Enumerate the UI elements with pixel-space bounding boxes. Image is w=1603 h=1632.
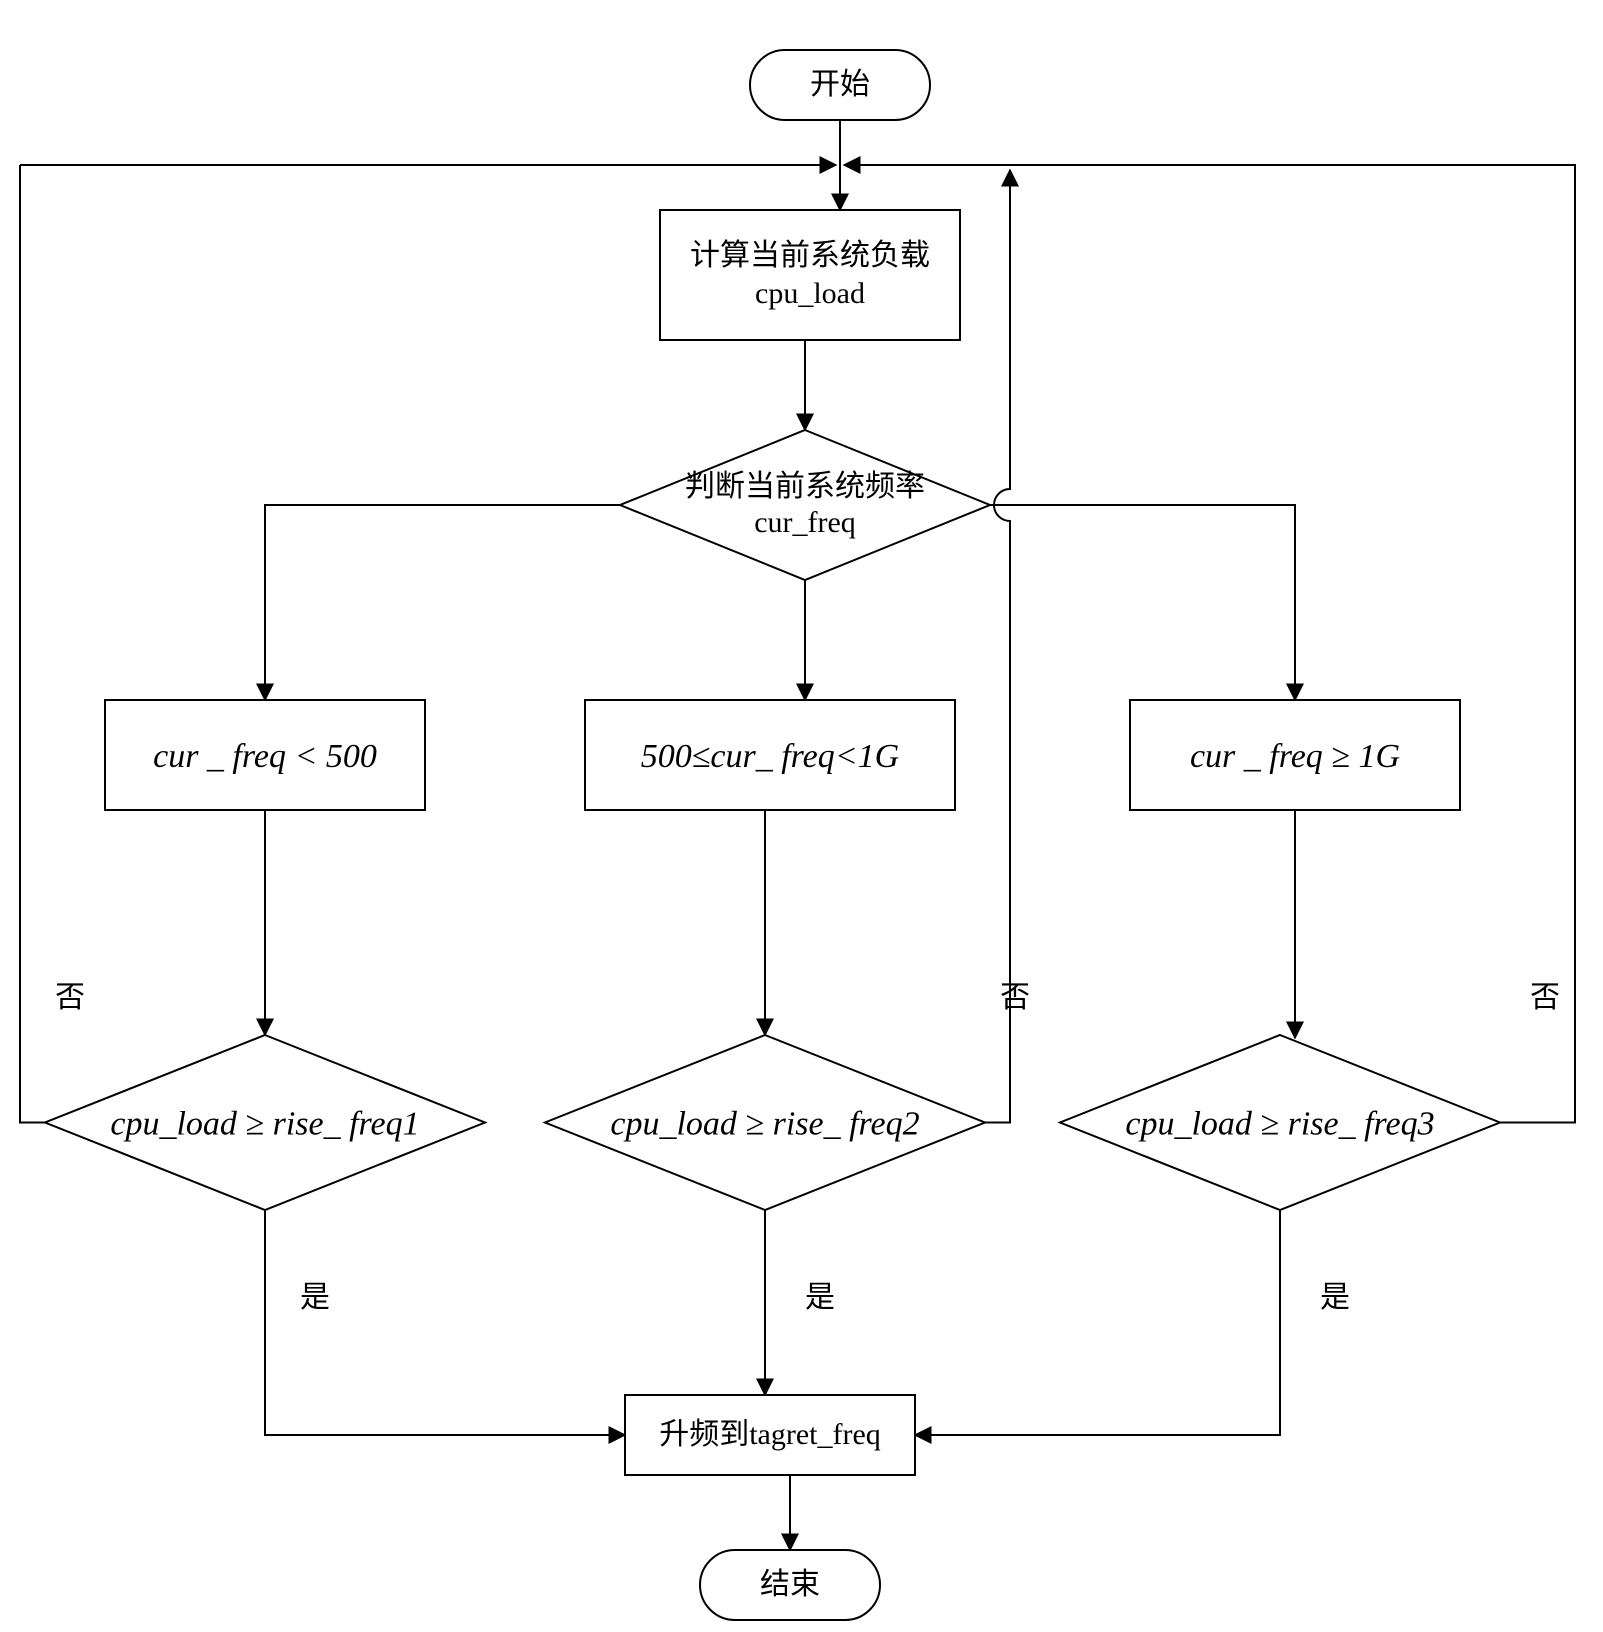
flowchart: 开始计算当前系统负载 cpu_load 判断当前系统频率cur_freqcur _ … bbox=[0, 0, 1603, 1627]
svg-text:升频到tagret_freq: 升频到tagret_freq bbox=[659, 1418, 881, 1451]
e-rise2-no bbox=[985, 170, 1010, 1123]
freq_ge_1g-label: cur _ freq ≥ 1G bbox=[1190, 738, 1400, 775]
svg-text:cpu_load ≥ rise_ freq3: cpu_load ≥ rise_ freq3 bbox=[1125, 1105, 1434, 1142]
e-rise3-yes bbox=[915, 1210, 1280, 1435]
label-no: 否 bbox=[55, 981, 85, 1014]
e-rise1-no bbox=[20, 165, 45, 1123]
e-judge-left bbox=[265, 505, 620, 700]
e-rise1-yes bbox=[265, 1210, 625, 1435]
svg-text:cur_freq: cur_freq bbox=[754, 506, 856, 539]
svg-text:cpu_load: cpu_load bbox=[755, 277, 865, 310]
e-judge-right bbox=[990, 505, 1295, 700]
label-yes: 是 bbox=[300, 1281, 330, 1314]
svg-text:判断当前系统频率: 判断当前系统频率 bbox=[685, 470, 925, 503]
svg-text:结束: 结束 bbox=[760, 1568, 820, 1601]
freq_mid-label: 500≤cur_ freq<1G bbox=[641, 738, 900, 775]
svg-text:cpu_load ≥ rise_ freq2: cpu_load ≥ rise_ freq2 bbox=[610, 1105, 919, 1142]
svg-text:计算当前系统负载: 计算当前系统负载 bbox=[690, 239, 930, 272]
svg-text:cpu_load ≥ rise_ freq1: cpu_load ≥ rise_ freq1 bbox=[110, 1105, 419, 1142]
freq_lt_500-label: cur _ freq < 500 bbox=[153, 738, 377, 775]
label-yes: 是 bbox=[805, 1281, 835, 1314]
calc bbox=[660, 210, 960, 340]
label-no: 否 bbox=[1530, 981, 1560, 1014]
label-yes: 是 bbox=[1320, 1281, 1350, 1314]
svg-text:开始: 开始 bbox=[810, 68, 870, 101]
label-no: 否 bbox=[1000, 981, 1030, 1014]
